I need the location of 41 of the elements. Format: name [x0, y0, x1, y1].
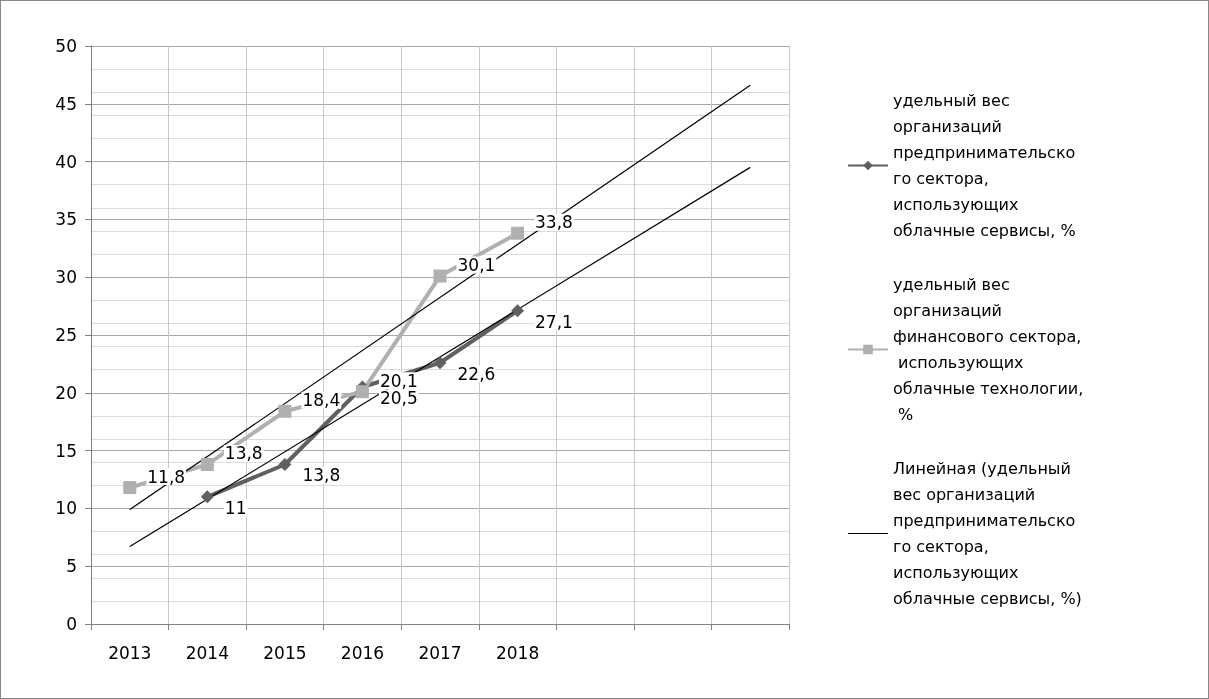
x-tick-label: 2015 [263, 642, 307, 663]
data-label: 13,8 [302, 465, 341, 486]
y-tick-label: 10 [55, 498, 77, 519]
data-label: 30,1 [457, 255, 496, 276]
y-tick-label: 0 [66, 614, 77, 634]
legend-label: Линейная (удельный вес организаций предпринимательского сектора, использующих облачные сервисы, %) [893, 459, 1082, 608]
data-label: 27,1 [535, 311, 573, 332]
x-tick-label: 2013 [108, 642, 152, 663]
x-tick-label: 2018 [495, 642, 540, 663]
data-label: 13,8 [224, 443, 263, 464]
legend-label: удельный вес организаций финансового сектора, использующих облачные технологии, % [893, 275, 1084, 424]
y-tick-label: 5 [66, 556, 77, 577]
y-tick-label: 25 [55, 325, 77, 345]
data-label: 11 [224, 497, 247, 518]
point [278, 457, 292, 471]
y-tick-label: 35 [55, 209, 77, 230]
point [433, 356, 447, 370]
point [200, 457, 214, 471]
data-label: 33,8 [535, 212, 573, 233]
y-tick-label: 20 [55, 382, 77, 403]
y-tick-label: 45 [55, 93, 77, 114]
data-label: 18,4 [302, 390, 341, 411]
legend-label: удельный вес организаций предпринимательского сектора, использующих облачные сервисы, % [893, 91, 1076, 240]
point [433, 269, 447, 283]
x-tick-label: 2014 [185, 642, 229, 663]
data-label: 20,1 [379, 370, 418, 391]
data-label: 20,5 [379, 388, 418, 409]
y-tick-label: 15 [55, 440, 77, 461]
point [278, 404, 292, 418]
x-tick-label: 2017 [418, 642, 462, 663]
y-tick-label: 30 [55, 267, 77, 288]
point [511, 226, 525, 240]
y-tick-label: 50 [55, 36, 77, 56]
point [355, 385, 369, 399]
point [511, 304, 525, 318]
y-tick-label: 40 [55, 151, 77, 172]
x-tick-label: 2016 [340, 642, 385, 663]
data-label: 22,6 [457, 363, 496, 384]
point [200, 490, 214, 504]
point [123, 481, 137, 495]
data-label: 11,8 [147, 466, 186, 487]
